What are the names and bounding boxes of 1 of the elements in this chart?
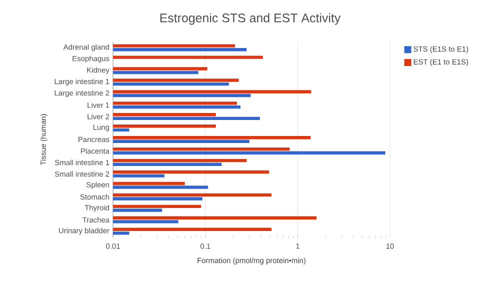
- chart-title: Estrogenic STS and EST Activity: [160, 13, 341, 25]
